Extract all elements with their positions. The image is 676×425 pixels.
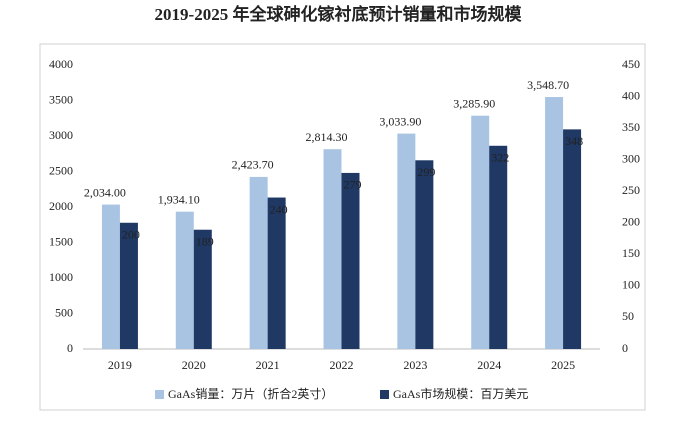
value-label: 189 xyxy=(196,234,214,248)
y2-tick-label: 50 xyxy=(622,309,634,323)
value-label: 240 xyxy=(270,202,288,216)
x-tick-label: 2024 xyxy=(477,358,501,372)
y-tick-label: 2000 xyxy=(49,199,73,213)
bar xyxy=(175,211,194,349)
chart-frame xyxy=(39,43,646,411)
y2-tick-label: 350 xyxy=(622,120,640,134)
legend-swatch xyxy=(380,390,389,399)
y2-tick-label: 300 xyxy=(622,151,640,165)
value-label: 3,285.90 xyxy=(453,96,495,110)
x-tick-label: 2025 xyxy=(551,358,575,372)
chart-title: 2019-2025 年全球砷化镓衬底预计销量和市场规模 xyxy=(155,4,523,24)
bar xyxy=(563,129,582,349)
x-tick-label: 2021 xyxy=(256,358,280,372)
x-tick-label: 2020 xyxy=(182,358,206,372)
value-label: 2,814.30 xyxy=(306,130,348,144)
y-tick-label: 2500 xyxy=(49,163,73,177)
value-label: 2,034.00 xyxy=(84,185,126,199)
y-tick-label: 1500 xyxy=(49,234,73,248)
value-label: 348 xyxy=(565,134,583,148)
bar xyxy=(489,145,508,349)
bar xyxy=(101,204,120,349)
value-label: 200 xyxy=(122,228,140,242)
bar xyxy=(341,172,360,349)
bar xyxy=(545,97,564,349)
legend-label: GaAs市场规模：百万美元 xyxy=(393,386,528,401)
value-label: 3,033.90 xyxy=(379,114,421,128)
y2-tick-label: 400 xyxy=(622,88,640,102)
value-label: 2,423.70 xyxy=(232,158,274,172)
value-label: 322 xyxy=(491,151,509,165)
x-tick-label: 2022 xyxy=(330,358,354,372)
x-tick-label: 2023 xyxy=(403,358,427,372)
legend-swatch xyxy=(155,390,164,399)
bar xyxy=(119,222,138,349)
y-tick-label: 0 xyxy=(67,341,73,355)
y-tick-label: 1000 xyxy=(49,270,73,284)
bar xyxy=(193,229,212,349)
y2-tick-label: 0 xyxy=(622,341,628,355)
y2-tick-label: 200 xyxy=(622,215,640,229)
y-tick-label: 3500 xyxy=(49,92,73,106)
legend-label: GaAs销量：万片（折合2英寸） xyxy=(168,386,333,401)
y2-tick-label: 150 xyxy=(622,246,640,260)
y-tick-label: 500 xyxy=(55,305,73,319)
bar xyxy=(249,176,268,349)
y2-tick-label: 450 xyxy=(622,57,640,71)
bar xyxy=(471,115,490,349)
bar xyxy=(323,149,342,349)
bar xyxy=(267,197,286,349)
value-label: 3,548.70 xyxy=(527,78,569,92)
y-tick-label: 4000 xyxy=(49,57,73,71)
bar xyxy=(397,133,416,349)
y-tick-label: 3000 xyxy=(49,128,73,142)
y2-tick-label: 250 xyxy=(622,183,640,197)
bar xyxy=(415,160,434,349)
value-label: 279 xyxy=(344,178,362,192)
x-tick-label: 2019 xyxy=(108,358,132,372)
value-label: 299 xyxy=(417,165,435,179)
y2-tick-label: 100 xyxy=(622,278,640,292)
value-label: 1,934.10 xyxy=(158,192,200,206)
